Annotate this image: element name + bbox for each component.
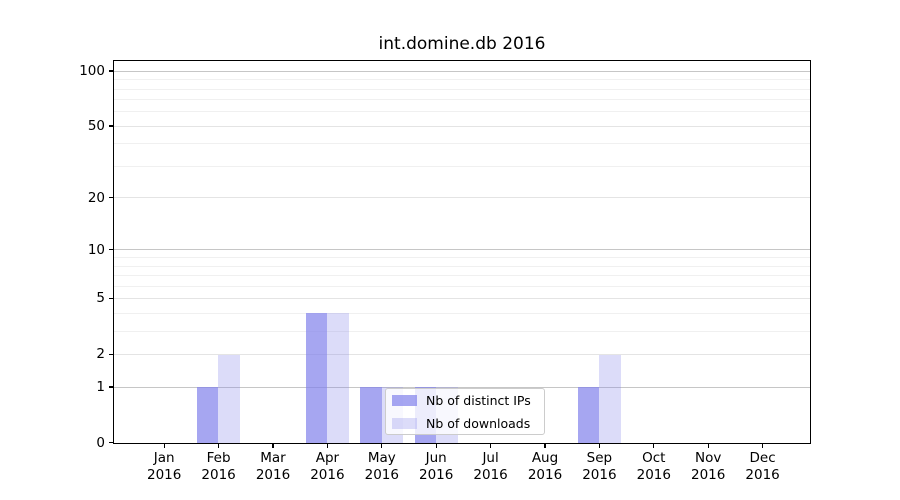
minor-gridline-60	[114, 111, 810, 113]
minor-gridline-4	[114, 312, 810, 314]
ytick-label-100: 100	[79, 63, 105, 79]
ytick-mark-5	[109, 297, 113, 299]
ytick-mark-50	[109, 125, 113, 127]
minor-gridline-9	[114, 257, 810, 259]
xtick-mark-aug	[544, 444, 546, 448]
bar-distinct-ips-sep	[577, 387, 600, 443]
ytick-label-2: 2	[96, 346, 105, 363]
ytick-mark-0	[109, 442, 113, 444]
plot-area: Nb of distinct IPs Nb of downloads	[113, 60, 811, 444]
bar-downloads-sep	[599, 354, 621, 443]
xtick-mark-dec	[762, 444, 764, 448]
xtick-mark-feb	[218, 444, 220, 448]
minor-gridline-80	[114, 88, 810, 90]
legend-item-downloads: Nb of downloads	[386, 413, 544, 435]
bar-distinct-ips-apr	[305, 313, 328, 443]
gridline-100	[114, 70, 810, 72]
ytick-label-0: 0	[96, 434, 105, 451]
xtick-mark-jun	[435, 444, 437, 448]
grid-layer	[114, 61, 810, 443]
xtick-label-mar: Mar 2016	[255, 450, 291, 483]
ytick-label-1: 1	[96, 379, 105, 395]
minor-gridline-6	[114, 285, 810, 287]
xtick-label-apr: Apr 2016	[310, 450, 345, 483]
gridline-10	[114, 249, 810, 251]
ytick-label-50: 50	[87, 118, 105, 134]
minor-gridline-8	[114, 265, 810, 267]
ytick-label-5: 5	[96, 290, 105, 307]
ytick-label-20: 20	[87, 189, 105, 206]
xtick-mark-may	[381, 444, 383, 448]
gridline-50	[114, 125, 810, 127]
legend-swatch-distinct-ips	[392, 395, 417, 407]
xtick-label-sep: Sep 2016	[582, 450, 617, 483]
legend-swatch-downloads	[392, 417, 417, 429]
ytick-mark-1	[109, 386, 113, 388]
xtick-mark-jul	[490, 444, 492, 448]
ytick-mark-10	[109, 249, 113, 251]
legend-label-downloads: Nb of downloads	[426, 415, 531, 431]
ytick-label-10: 10	[87, 241, 105, 258]
legend-label-distinct-ips: Nb of distinct IPs	[426, 393, 531, 409]
minor-gridline-7	[114, 275, 810, 277]
bars-layer	[114, 61, 810, 443]
xtick-mark-sep	[598, 444, 600, 448]
xtick-label-jun: Jun 2016	[419, 450, 454, 483]
xtick-label-nov: Nov 2016	[691, 450, 726, 483]
minor-gridline-3	[114, 330, 810, 332]
bar-downloads-apr	[327, 313, 349, 443]
xtick-label-aug: Aug 2016	[527, 450, 563, 483]
xtick-mark-nov	[707, 444, 709, 448]
ytick-mark-20	[109, 196, 113, 199]
gridline-2	[114, 354, 810, 356]
gridline-1	[114, 386, 810, 388]
minor-gridline-30	[114, 165, 810, 167]
xtick-label-jan: Jan 2016	[147, 450, 182, 483]
legend: Nb of distinct IPs Nb of downloads	[385, 388, 545, 435]
xtick-label-jul: Jul 2016	[473, 450, 508, 483]
minor-gridline-40	[114, 143, 810, 145]
legend-item-distinct-ips: Nb of distinct IPs	[386, 390, 544, 412]
xtick-label-dec: Dec 2016	[745, 450, 780, 483]
xtick-mark-oct	[653, 444, 655, 448]
gridline-5	[114, 298, 810, 300]
xtick-label-oct: Oct 2016	[636, 450, 671, 483]
minor-gridline-70	[114, 99, 810, 101]
bar-distinct-ips-feb	[196, 387, 219, 443]
xtick-label-feb: Feb 2016	[201, 450, 236, 483]
gridline-20	[114, 197, 810, 199]
bar-distinct-ips-may	[360, 387, 382, 443]
xtick-mark-mar	[272, 444, 274, 448]
xtick-mark-apr	[326, 444, 328, 448]
chart-title: int.domine.db 2016	[378, 34, 546, 54]
minor-gridline-90	[114, 79, 810, 81]
bar-downloads-feb	[218, 354, 240, 443]
ytick-mark-2	[109, 353, 113, 355]
ytick-mark-100	[109, 70, 113, 72]
xtick-mark-jan	[163, 444, 165, 448]
xtick-label-may: May 2016	[364, 450, 399, 483]
